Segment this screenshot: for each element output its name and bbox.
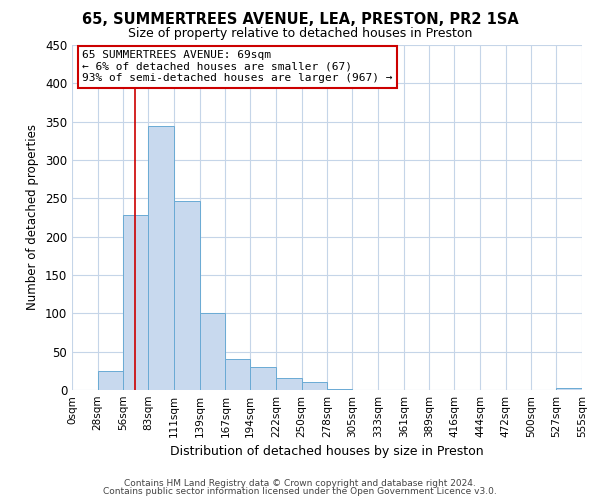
X-axis label: Distribution of detached houses by size in Preston: Distribution of detached houses by size … [170, 446, 484, 458]
Bar [328, 389, 352, 390]
Text: Contains public sector information licensed under the Open Government Licence v3: Contains public sector information licen… [103, 487, 497, 496]
Bar [250, 367, 276, 390]
Bar [148, 126, 174, 390]
Text: Contains HM Land Registry data © Crown copyright and database right 2024.: Contains HM Land Registry data © Crown c… [124, 478, 476, 488]
Bar [98, 371, 124, 390]
Text: Size of property relative to detached houses in Preston: Size of property relative to detached ho… [128, 28, 472, 40]
Bar [556, 388, 582, 390]
Bar [174, 202, 200, 390]
Text: 65, SUMMERTREES AVENUE, LEA, PRESTON, PR2 1SA: 65, SUMMERTREES AVENUE, LEA, PRESTON, PR… [82, 12, 518, 28]
Text: 65 SUMMERTREES AVENUE: 69sqm
← 6% of detached houses are smaller (67)
93% of sem: 65 SUMMERTREES AVENUE: 69sqm ← 6% of det… [82, 50, 392, 84]
Bar [302, 382, 328, 390]
Bar [226, 358, 250, 390]
Bar [276, 378, 302, 390]
Y-axis label: Number of detached properties: Number of detached properties [26, 124, 40, 310]
Bar [200, 312, 226, 390]
Bar [124, 215, 148, 390]
